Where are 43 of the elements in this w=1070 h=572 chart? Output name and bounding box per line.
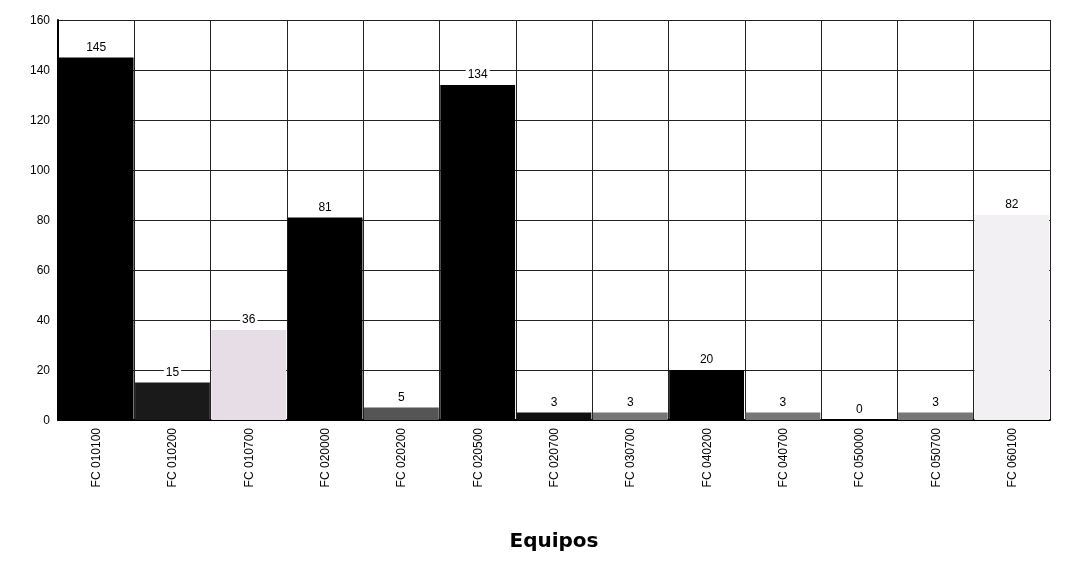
data-label: 82 xyxy=(1005,197,1019,211)
bar xyxy=(898,412,973,420)
y-tick-label: 0 xyxy=(43,413,51,427)
data-label: 3 xyxy=(550,394,558,409)
y-tick-label: 120 xyxy=(29,113,51,127)
x-tick-label: FC 010100 xyxy=(89,427,104,488)
y-tick-label: 140 xyxy=(29,63,51,77)
x-tick-label: FC 020200 xyxy=(394,427,409,488)
x-tick-label: FC 040700 xyxy=(775,427,790,488)
x-tick-label: FC 020000 xyxy=(318,427,333,488)
x-axis-title: Equipos xyxy=(509,528,599,552)
data-label: 0 xyxy=(855,402,863,416)
y-tick-label: 20 xyxy=(36,363,51,377)
data-label: 5 xyxy=(398,389,406,404)
bar xyxy=(592,412,668,420)
x-tick-label: FC 050700 xyxy=(928,427,943,488)
data-label: 15 xyxy=(165,364,180,379)
bar xyxy=(745,412,821,420)
y-tick-label: 100 xyxy=(29,163,51,177)
x-tick-label: FC 060100 xyxy=(1004,427,1019,488)
data-label: 81 xyxy=(318,199,333,214)
bar xyxy=(974,215,1050,420)
x-tick-label: FC 010200 xyxy=(165,427,180,488)
data-label: 145 xyxy=(86,39,107,54)
y-tick-label: 40 xyxy=(36,313,51,327)
data-label: 134 xyxy=(467,67,489,81)
bar xyxy=(516,412,592,420)
data-label: 3 xyxy=(626,394,634,409)
bar xyxy=(211,330,287,420)
data-label: 20 xyxy=(699,352,714,366)
y-tick-label: 80 xyxy=(36,213,51,227)
x-tick-label: FC 040200 xyxy=(699,427,714,488)
x-tick-label: FC 020700 xyxy=(547,427,561,488)
x-tick-label: FC 030700 xyxy=(623,427,638,488)
bar xyxy=(363,407,439,420)
data-label: 3 xyxy=(932,394,940,409)
data-label: 3 xyxy=(779,394,787,409)
x-tick-label: FC 050000 xyxy=(852,427,867,488)
x-tick-label: FC 010700 xyxy=(241,427,256,488)
data-label: 36 xyxy=(242,312,256,326)
y-tick-label: 60 xyxy=(36,263,51,277)
x-tick-label: FC 020500 xyxy=(470,427,485,488)
y-tick-label: 160 xyxy=(29,13,51,27)
